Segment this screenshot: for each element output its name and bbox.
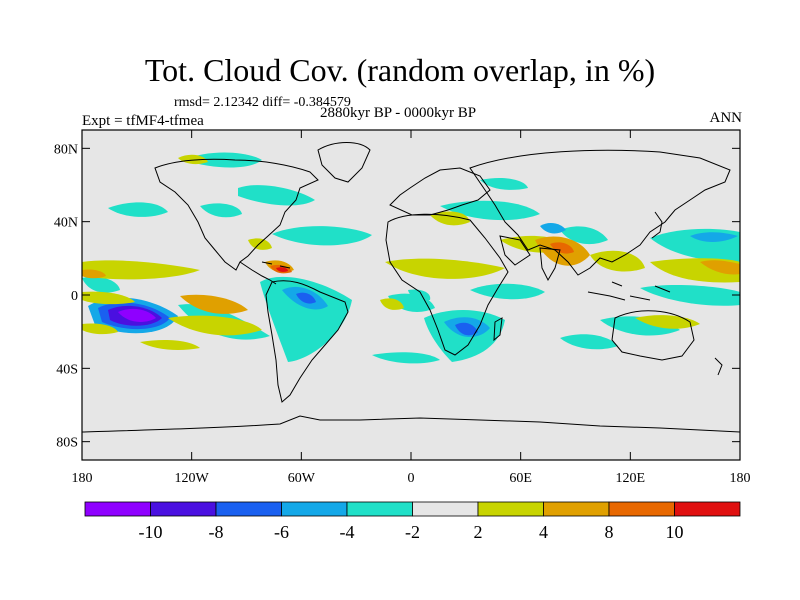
colorbar-label: -10 — [139, 522, 163, 542]
anomaly-region — [408, 289, 431, 301]
anomaly-region — [82, 323, 118, 335]
colorbar-swatch — [543, 501, 610, 517]
y-tick-label: 80N — [54, 142, 78, 157]
anomaly-region — [372, 352, 440, 364]
anomaly-region — [560, 226, 608, 245]
colorbar-swatch — [150, 501, 217, 517]
x-tick-label: 60W — [288, 471, 316, 486]
x-tick-label: 0 — [408, 471, 415, 486]
anomaly-region — [82, 269, 106, 279]
colorbar-swatch — [215, 501, 282, 517]
coastline-africa — [385, 213, 509, 356]
coastline-new-zealand — [714, 357, 723, 376]
axis-ticks: 80N 40N 0 40S 80S 180 120W 60W 0 60E 120E 180 — [54, 130, 751, 486]
period-label: 2880kyr BP - 0000kyr BP — [320, 105, 477, 121]
experiment-label: Expt = tfMF4-tfmea — [82, 113, 204, 129]
coastline-australia — [611, 310, 695, 361]
anomaly-region — [184, 152, 262, 168]
colorbar-label: 4 — [539, 522, 548, 542]
y-tick-label: 40N — [54, 216, 78, 231]
anomaly-region — [200, 203, 242, 218]
stats-label: rmsd= 2.12342 diff= -0.384579 — [174, 95, 351, 110]
colorbar-label: 8 — [605, 522, 614, 542]
colorbar-label: -4 — [340, 522, 355, 542]
anomaly-region — [385, 258, 505, 279]
coastlines — [82, 142, 740, 433]
coastline-caribbean — [261, 261, 291, 269]
anomaly-region — [118, 308, 156, 322]
x-tick-label: 180 — [72, 471, 93, 486]
map-title: Tot. Cloud Cov. (random overlap, in %) — [144, 52, 656, 88]
y-tick-label: 80S — [56, 436, 78, 451]
colorbar-swatch — [477, 501, 544, 517]
colorbar-swatch — [412, 501, 479, 517]
x-tick-label: 180 — [730, 471, 751, 486]
anomaly-region — [700, 260, 740, 275]
anomaly-region — [180, 294, 248, 314]
colorbar-label: 10 — [666, 522, 684, 542]
x-tick-label: 120E — [616, 471, 646, 486]
anomaly-region — [540, 223, 566, 234]
coastline-asia — [469, 149, 731, 276]
coastline-antarctica — [82, 415, 740, 433]
coastline-japan — [651, 211, 663, 239]
anomaly-region — [82, 276, 120, 293]
anomaly-region — [108, 202, 168, 217]
anomaly-region — [82, 291, 135, 305]
anomaly-region — [276, 267, 288, 272]
anomaly-region — [480, 177, 528, 190]
anomaly-region — [296, 292, 316, 304]
coastline-south-america — [265, 280, 349, 403]
coastline-madagascar — [493, 317, 503, 342]
colorbar-label: -2 — [405, 522, 420, 542]
colorbar-swatch — [84, 501, 151, 517]
colorbar-swatch — [674, 501, 741, 517]
colorbar: -10 -8 -6 -4 -2 2 4 8 10 — [84, 501, 741, 542]
coastline-indonesia — [587, 281, 671, 301]
colorbar-swatch — [346, 501, 413, 517]
colorbar-label: 2 — [474, 522, 483, 542]
y-tick-label: 0 — [71, 289, 78, 304]
anomaly-region — [248, 238, 272, 250]
colorbar-swatch — [608, 501, 675, 517]
anomaly-region — [168, 315, 262, 336]
anomaly-region — [455, 322, 478, 336]
colorbar-swatch — [281, 501, 348, 517]
y-tick-label: 40S — [56, 362, 78, 377]
anomaly-region — [178, 154, 208, 165]
anomaly-region — [380, 298, 404, 310]
coastline-greenland — [317, 142, 371, 183]
anomaly-region — [470, 283, 545, 300]
anomaly-region — [690, 232, 738, 242]
anomaly-region — [272, 226, 372, 246]
coastline-arabia — [499, 235, 531, 266]
coastline-central-america — [239, 261, 277, 285]
anomaly-region — [590, 250, 645, 272]
season-label: ANN — [709, 110, 743, 126]
coastline-india — [539, 247, 561, 282]
colorbar-label: -8 — [209, 522, 224, 542]
x-tick-label: 120W — [175, 471, 210, 486]
anomaly-region — [140, 340, 200, 350]
x-tick-label: 60E — [509, 471, 532, 486]
coastline-north-america — [154, 158, 319, 271]
colorbar-label: -6 — [274, 522, 289, 542]
anomaly-region — [550, 242, 574, 254]
anomaly-region — [260, 276, 352, 362]
anomaly-fields — [82, 152, 740, 364]
anomaly-region — [560, 334, 618, 350]
anomaly-region — [82, 260, 200, 280]
